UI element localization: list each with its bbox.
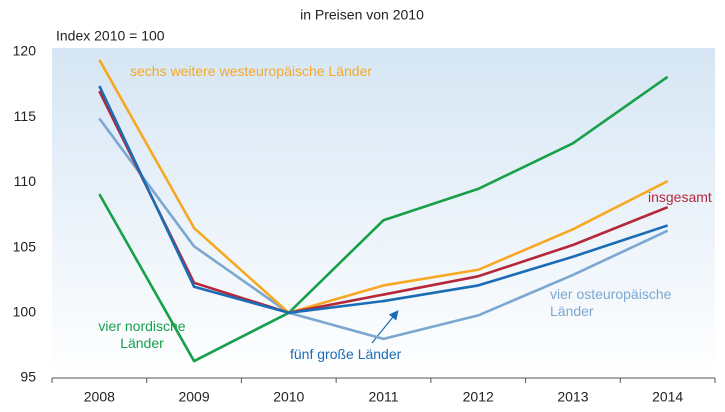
- series-line: [98, 59, 669, 315]
- series-line: [98, 117, 669, 341]
- y-tick-label: 120: [13, 43, 37, 59]
- y-tick-label: 100: [13, 304, 37, 320]
- series-label: fünf große Länder: [290, 346, 402, 362]
- series-label: vier osteuropäische Länder: [550, 286, 672, 319]
- x-tick-label: 2013: [557, 389, 588, 405]
- y-tick-label: 115: [14, 108, 37, 124]
- series-line: [98, 85, 669, 315]
- x-tick-label: 2010: [273, 389, 304, 405]
- y-tick-label: 95: [20, 369, 36, 385]
- series-label: insgesamt: [648, 189, 712, 205]
- series-label: sechs weitere westeuropäische Länder: [130, 63, 373, 79]
- x-tick-label: 2011: [368, 389, 398, 405]
- x-tick-label: 2008: [84, 389, 115, 405]
- y-tick-label: 110: [14, 173, 37, 189]
- series-line: [98, 75, 669, 363]
- y-axis-label: Index 2010 = 100: [56, 28, 165, 44]
- x-tick-label: 2012: [463, 389, 494, 405]
- series-label: vier nordische Länder: [98, 318, 186, 351]
- y-tick-label: 105: [13, 238, 37, 254]
- x-tick-label: 2009: [178, 389, 209, 405]
- series-line: [98, 90, 669, 315]
- x-tick-label: 2014: [652, 389, 683, 405]
- chart-title: in Preisen von 2010: [300, 7, 424, 23]
